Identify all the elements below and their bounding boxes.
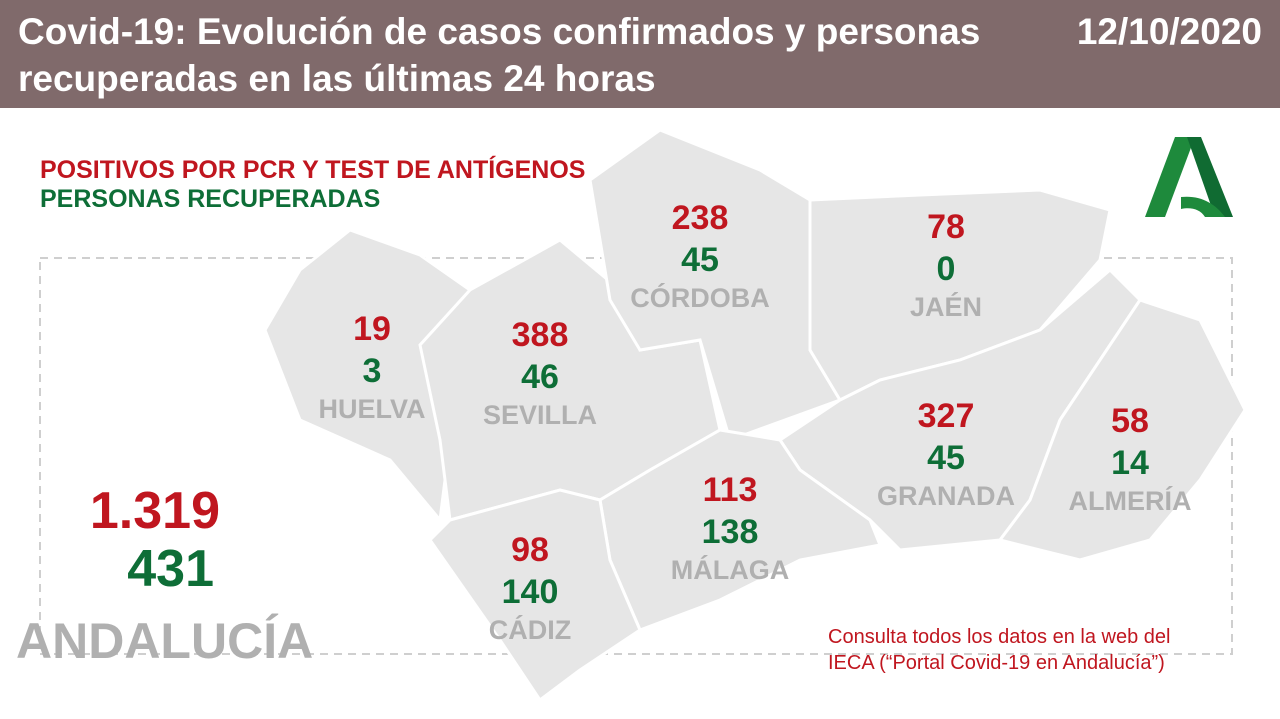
page-title: Covid-19: Evolución de casos confirmados… [18, 11, 981, 99]
recovered-value: 45 [681, 241, 719, 279]
positives-value: 58 [1111, 402, 1149, 440]
date: 12/10/2020 [1076, 11, 1262, 52]
province-malaga: 113 138 MÁLAGA [650, 469, 810, 587]
legend-recovered: PERSONAS RECUPERADAS [40, 185, 381, 213]
total-recovered: 431 [127, 540, 214, 598]
positives-value: 388 [511, 316, 569, 354]
province-shape-almeria [997, 298, 1247, 562]
recovered-value: 138 [701, 513, 759, 551]
province-granada: 327 45 GRANADA [866, 395, 1026, 513]
region-name: ANDALUCÍA [16, 613, 314, 669]
positives-value: 78 [927, 208, 965, 246]
recovered-value: 45 [927, 439, 965, 477]
recovered-value: 140 [501, 573, 559, 611]
recovered-value: 0 [936, 250, 956, 288]
province-name: CÁDIZ [488, 615, 572, 645]
recovered-value: 14 [1111, 444, 1149, 482]
positives-value: 327 [917, 397, 975, 435]
province-cordoba: 238 45 CÓRDOBA [620, 197, 780, 315]
positives-value: 98 [511, 531, 549, 569]
source-note-line2: IECA (“Portal Covid-19 en Andalucía”) [828, 652, 1165, 674]
province-name: HUELVA [318, 394, 426, 424]
positives-value: 113 [702, 471, 758, 509]
province-name: ALMERÍA [1068, 486, 1192, 516]
province-sevilla: 388 46 SEVILLA [460, 314, 620, 432]
recovered-value: 3 [362, 352, 382, 390]
province-cadiz: 98 140 CÁDIZ [450, 529, 610, 647]
province-name: JAÉN [909, 292, 983, 322]
positives-value: 238 [671, 199, 729, 237]
province-almeria: 58 14 ALMERÍA [1050, 400, 1210, 518]
province-name: MÁLAGA [670, 555, 790, 585]
province-name: SEVILLA [482, 400, 597, 430]
province-jaen: 78 0 JAÉN [866, 206, 1026, 324]
source-note-line1: Consulta todos los datos en la web del [828, 626, 1171, 648]
recovered-value: 46 [521, 358, 559, 396]
legend-positives: POSITIVOS POR PCR Y TEST DE ANTÍGENOS [40, 156, 586, 184]
total-positives: 1.319 [89, 482, 220, 540]
total-andalucia: 1.319 431 [30, 482, 220, 598]
province-shape-huelva [263, 228, 473, 524]
province-name: GRANADA [877, 481, 1015, 511]
source-note: Consulta todos los datos en la web del I… [828, 624, 1170, 676]
junta-de-andalucia-logo-icon [1145, 135, 1237, 226]
province-name: CÓRDOBA [630, 283, 770, 313]
province-shape-cadiz [428, 488, 642, 703]
province-huelva: 19 3 HUELVA [292, 308, 452, 426]
positives-value: 19 [353, 310, 391, 348]
header: Covid-19: Evolución de casos confirmados… [0, 0, 1280, 108]
legend: POSITIVOS POR PCR Y TEST DE ANTÍGENOS PE… [40, 156, 585, 214]
